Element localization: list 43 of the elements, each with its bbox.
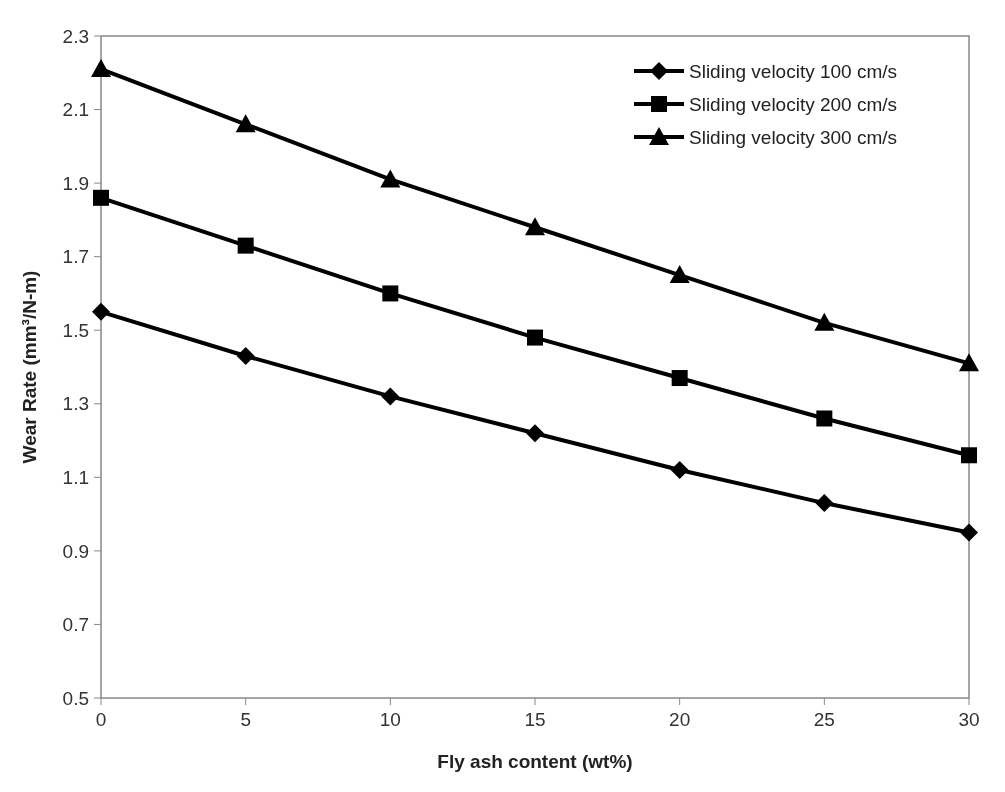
- legend-label: Sliding velocity 200 cm/s: [689, 93, 898, 115]
- point: [93, 189, 109, 206]
- x-axis-title: Fly ash content (wt%): [437, 751, 633, 772]
- point: [814, 312, 835, 331]
- y-tick-label: 1.7: [62, 246, 89, 268]
- point: [526, 424, 544, 443]
- y-tick-label: 1.1: [62, 466, 89, 488]
- y-tick-label: 1.5: [62, 319, 89, 341]
- point: [235, 114, 256, 133]
- point: [237, 237, 254, 254]
- y-axis-title: Wear Rate (mm³/N-m): [19, 270, 40, 464]
- point: [236, 346, 255, 365]
- point: [671, 370, 688, 387]
- y-tick-label: 2.1: [62, 99, 89, 121]
- point: [960, 523, 978, 542]
- legend-label: Sliding velocity 300 cm/s: [689, 126, 898, 148]
- x-tick-label: 10: [379, 709, 401, 730]
- point: [382, 285, 399, 302]
- y-tick-label: 1.3: [62, 393, 89, 415]
- y-tick-label: 1.9: [62, 172, 89, 194]
- point: [669, 265, 690, 284]
- point: [525, 217, 545, 236]
- point: [815, 494, 834, 513]
- x-tick-label: 15: [524, 709, 546, 730]
- point: [670, 460, 689, 479]
- x-tick-label: 25: [813, 709, 835, 730]
- y-tick-label: 0.7: [62, 614, 89, 636]
- legend-label: Sliding velocity 100 cm/s: [689, 60, 898, 82]
- point: [381, 387, 400, 406]
- point: [91, 59, 111, 78]
- x-tick-label: 5: [240, 709, 251, 730]
- point: [527, 329, 543, 346]
- y-tick-label: 2.3: [62, 25, 89, 47]
- point: [816, 410, 833, 427]
- x-tick-label: 0: [95, 709, 107, 730]
- x-tick-label: 30: [958, 709, 980, 730]
- point: [380, 169, 401, 188]
- point: [92, 302, 110, 321]
- point: [961, 447, 977, 464]
- y-tick-label: 0.5: [62, 687, 89, 709]
- point: [959, 353, 979, 372]
- x-tick-label: 20: [669, 709, 691, 730]
- y-tick-label: 0.9: [62, 540, 89, 562]
